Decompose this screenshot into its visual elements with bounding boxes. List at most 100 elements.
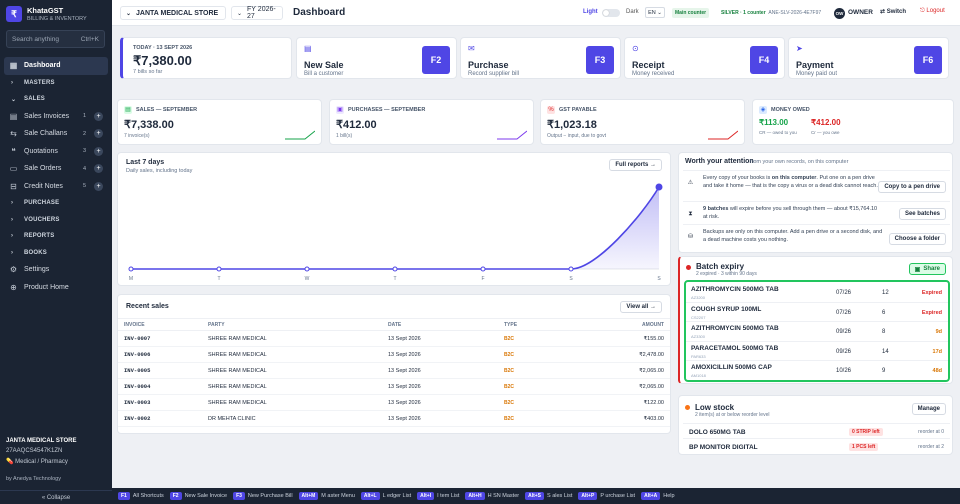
table-row[interactable]: INV-0004 SHREE RAM MEDICAL 13 Sept 2026 B2C… <box>118 378 670 395</box>
batch-code: AZ3300 <box>691 334 706 339</box>
invoice-number[interactable]: INV-0005 <box>118 362 208 379</box>
col-invoice[interactable]: INVOICE <box>118 318 208 331</box>
sidebar-item-label: Credit Notes <box>24 182 63 190</box>
list-item[interactable]: COUGH SYRUP 100ML CS2207 07/26 6 Expired <box>686 303 948 322</box>
list-item[interactable]: DOLO 650MG TAB 0 STRIP left reorder at 0 <box>683 423 950 438</box>
shortcut-f3[interactable]: F3 New Purchase Bill <box>233 492 293 500</box>
table-row[interactable]: INV-0003 SHREE RAM MEDICAL 13 Sept 2026 B2C… <box>118 394 670 411</box>
dark-label[interactable]: Dark <box>626 9 639 15</box>
invoice-number[interactable]: INV-0002 <box>118 410 208 427</box>
attention-action-button[interactable]: Copy to a pen drive <box>878 180 946 193</box>
fy-selector[interactable]: ⌄ FY 2026-27 <box>231 6 283 20</box>
sidebar: ₹ KhataGST BILLING & INVENTORY Search an… <box>0 0 112 504</box>
share-button[interactable]: ▣ Share <box>908 263 946 275</box>
chart-point[interactable] <box>128 266 134 272</box>
shortcut-alt-a[interactable]: Alt+A Help <box>641 492 675 500</box>
avatar[interactable]: OW <box>834 8 845 19</box>
add-icon[interactable]: + <box>94 181 103 191</box>
chart-point[interactable] <box>568 266 574 272</box>
shortcut-f2[interactable]: F2 New Sale Invoice <box>169 492 227 500</box>
collapse-button[interactable]: « Collapse <box>0 490 112 504</box>
shortcut-f1[interactable]: F1 All Shortcuts <box>118 492 164 500</box>
sales-chart-card: M T W T F S S Last 7 days Daily sales, includi… <box>117 152 671 286</box>
attention-action-button[interactable]: Choose a folder <box>888 233 946 245</box>
quick-action-payment[interactable]: ➤ Payment Money paid out F6 <box>788 37 949 79</box>
shortcut-alt-p[interactable]: Alt+P P urchase List <box>578 492 635 500</box>
invoice-number[interactable]: INV-0003 <box>118 394 208 411</box>
chart-point[interactable] <box>655 183 663 191</box>
list-item[interactable]: AZITHROMYCIN 500MG TAB AZ3200 07/26 12 Expir… <box>686 283 948 303</box>
list-item[interactable]: AMOXICILLIN 500MG CAP AM1018 10/26 9 48d <box>686 361 948 380</box>
col-amount[interactable]: AMOUNT <box>614 318 670 331</box>
warning-icon: ⚠ <box>687 180 694 186</box>
sidebar-item-sale-challans[interactable]: ⇆ Sale Challans 2 + <box>0 125 112 143</box>
table-row[interactable]: INV-0006 SHREE RAM MEDICAL 13 Sept 2026 B2C… <box>118 346 670 363</box>
shortcut-alt-m[interactable]: Alt+M M aster Menu <box>298 492 355 500</box>
switch-button[interactable]: ⇄ Switch <box>880 9 907 15</box>
table-row[interactable]: INV-0007 SHREE RAM MEDICAL 13 Sept 2026 B2C… <box>118 330 670 347</box>
sidebar-section-vouchers[interactable]: › VOUCHERS <box>0 212 112 229</box>
add-icon[interactable]: + <box>94 129 103 139</box>
shortcut-key: F2 <box>169 492 182 500</box>
invoice-type-cell: B2C <box>504 346 614 363</box>
col-type[interactable]: TYPE <box>504 318 614 331</box>
stat-card-1[interactable]: ▣ PURCHASES — SEPTEMBER ₹412.00 1 bill(s) <box>329 99 534 145</box>
sidebar-section-purchase[interactable]: › PURCHASE <box>0 195 112 212</box>
shortcut-alt-s[interactable]: Alt+S S ales List <box>525 492 572 500</box>
chart-point[interactable] <box>480 266 486 272</box>
quick-action-purchase[interactable]: ✉ Purchase Record supplier bill F3 <box>460 37 621 79</box>
attention-action-button[interactable]: See batches <box>898 207 946 220</box>
light-label[interactable]: Light <box>583 9 598 15</box>
invoice-number[interactable]: INV-0004 <box>118 378 208 395</box>
sidebar-section-reports[interactable]: › REPORTS <box>0 228 112 245</box>
list-item[interactable]: AZITHROMYCIN 500MG TAB AZ3300 09/26 8 9d <box>686 322 948 342</box>
shortcut-alt-l[interactable]: Alt+L L edger List <box>360 492 411 500</box>
add-icon[interactable]: + <box>94 164 103 174</box>
invoice-number[interactable]: INV-0007 <box>118 330 208 347</box>
table-row[interactable]: INV-0002 DR MEHTA CLINIC 13 Sept 2026 B2C ₹4… <box>118 410 670 427</box>
quick-action-receipt[interactable]: ⊙ Receipt Money received F4 <box>624 37 785 79</box>
chart-point[interactable] <box>304 266 310 272</box>
table-row[interactable]: INV-0005 SHREE RAM MEDICAL 13 Sept 2026 B2C… <box>118 362 670 379</box>
gear-icon: ⚙ <box>9 265 18 274</box>
chart-area <box>131 187 659 269</box>
view-all-button[interactable]: View all → <box>620 301 662 313</box>
add-icon[interactable]: + <box>94 146 103 156</box>
sidebar-item-label: Sale Challans <box>24 130 68 138</box>
theme-toggle[interactable] <box>602 9 620 17</box>
shop-selector[interactable]: ⌄ JANTA MEDICAL STORE <box>120 6 226 20</box>
list-item[interactable]: BP MONITOR DIGITAL 1 PCS left reorder at 2 <box>683 438 950 453</box>
sidebar-section-masters[interactable]: › MASTERS <box>0 75 112 92</box>
invoice-number[interactable]: INV-0006 <box>118 346 208 363</box>
sidebar-section-books[interactable]: › BOOKS <box>0 245 112 262</box>
batch-expiry-date: 10/26 <box>836 368 852 374</box>
language-select[interactable]: EN ⌄ <box>645 7 665 18</box>
stat-card-2[interactable]: % GST PAYABLE ₹1,023.18 Output − input, due… <box>540 99 745 145</box>
sidebar-item-credit-notes[interactable]: ⊟ Credit Notes 5 + <box>0 178 112 196</box>
money-owed-card[interactable]: ◈ MONEY OWED ₹113.00 CR — owed to you ₹4… <box>752 99 954 145</box>
sidebar-item-dashboard[interactable]: ▦ Dashboard <box>4 57 108 75</box>
add-icon[interactable]: + <box>94 111 103 121</box>
sidebar-item-quotations[interactable]: ❝ Quotations 3 + <box>0 143 112 161</box>
shortcut-alt-i[interactable]: Alt+I I tem List <box>417 492 459 500</box>
chart-point[interactable] <box>216 266 222 272</box>
full-reports-button[interactable]: Full reports → <box>609 159 662 171</box>
sidebar-item-settings[interactable]: ⚙ Settings <box>0 261 112 279</box>
batch-item-name: COUGH SYRUP 100ML <box>691 305 762 313</box>
sidebar-item-sale-orders[interactable]: ▭ Sale Orders 4 + <box>0 160 112 178</box>
col-date[interactable]: DATE <box>388 318 504 331</box>
sidebar-section-sales[interactable]: ⌄ SALES <box>0 91 112 108</box>
quick-action-new-sale[interactable]: ▤ New Sale Bill a customer F2 <box>296 37 457 79</box>
sidebar-item-sales-invoices[interactable]: ▤ Sales Invoices 1 + <box>0 108 112 126</box>
low-stock-title: Low stock <box>695 403 735 412</box>
manage-button[interactable]: Manage <box>911 403 946 415</box>
sidebar-item-product-home[interactable]: ⊕ Product Home <box>0 279 112 297</box>
chart-point[interactable] <box>392 266 398 272</box>
col-party[interactable]: PARTY <box>208 318 388 331</box>
search-input[interactable]: Search anything Ctrl+K <box>6 30 105 48</box>
shortcut-alt-h[interactable]: Alt+H H SN Master <box>465 492 519 500</box>
list-item[interactable]: PARACETAMOL 500MG TAB PAR633 09/26 14 17d <box>686 342 948 361</box>
stat-card-0[interactable]: ▤ SALES — SEPTEMBER ₹7,338.00 7 invoice(s) <box>117 99 322 145</box>
batch-expiry-date: 07/26 <box>836 309 852 316</box>
logout-button[interactable]: ⎋ Logout <box>920 8 945 14</box>
